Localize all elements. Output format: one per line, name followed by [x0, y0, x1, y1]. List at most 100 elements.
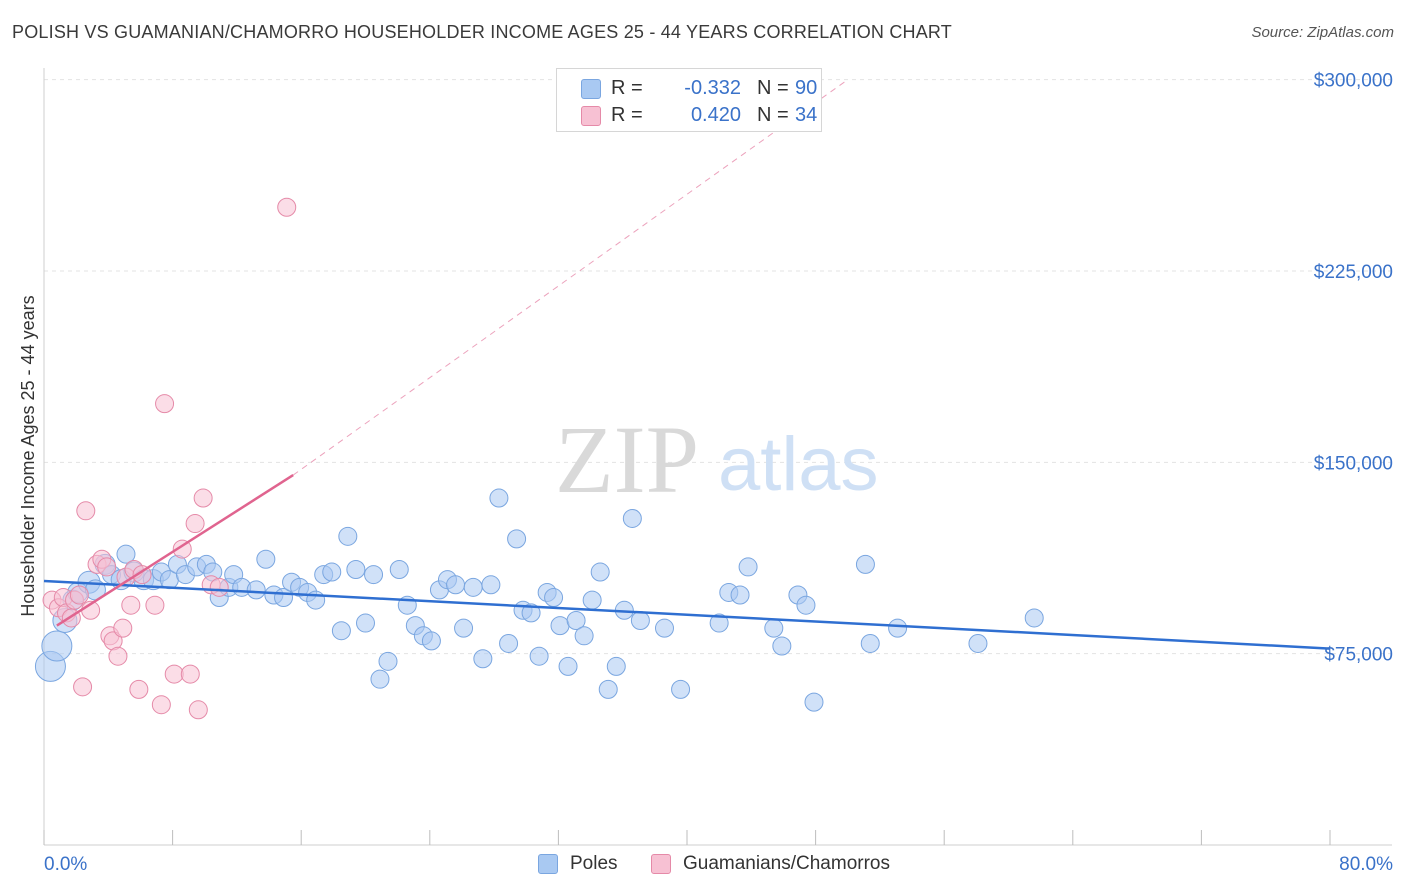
poles-point: [654, 618, 674, 638]
y-tick-label: $300,000: [1314, 71, 1393, 92]
guamanians-point: [76, 501, 96, 521]
guamanians-point: [172, 539, 192, 559]
poles-point: [116, 544, 136, 564]
poles-point: [622, 508, 642, 528]
guamanians-point: [155, 394, 175, 414]
poles-point: [888, 618, 908, 638]
poles-point: [529, 646, 549, 666]
poles-point: [481, 575, 501, 595]
guamanians-point: [209, 577, 229, 597]
guamanians-n-value: 34: [795, 104, 818, 126]
poles-point: [370, 669, 390, 689]
poles-point: [606, 656, 626, 676]
guamanians-point: [73, 677, 93, 697]
guamanians-point: [132, 565, 152, 585]
guamanians-point: [97, 557, 117, 577]
poles-r-value: -0.332: [684, 77, 741, 99]
guamanians-point: [180, 664, 200, 684]
poles-legend-swatch: [538, 854, 558, 874]
guamanians-trend-line: [56, 474, 294, 627]
y-tick-label: $75,000: [1324, 645, 1393, 666]
n-label: N =: [757, 104, 789, 126]
poles-point: [574, 626, 594, 646]
source-label: Source: ZipAtlas.com: [1251, 24, 1394, 41]
guamanians-legend-swatch: [651, 854, 671, 874]
poles-point: [389, 559, 409, 579]
poles-point: [764, 618, 784, 638]
poles-point: [41, 630, 73, 662]
guamanians-point: [113, 618, 133, 638]
poles-point: [364, 565, 384, 585]
poles-point: [421, 631, 441, 651]
x-tick-label: 80.0%: [1339, 854, 1393, 875]
n-label: N =: [757, 77, 789, 99]
poles-point: [582, 590, 602, 610]
chart-title: POLISH VS GUAMANIAN/CHAMORRO HOUSEHOLDER…: [12, 22, 952, 42]
guamanians-point: [69, 585, 89, 605]
poles-point: [346, 559, 366, 579]
poles-point: [860, 633, 880, 653]
y-tick-label: $150,000: [1314, 453, 1393, 474]
poles-point: [598, 679, 618, 699]
poles-point: [804, 692, 824, 712]
poles-point: [446, 575, 466, 595]
watermark: ZIP atlas: [555, 406, 879, 513]
guamanians-point: [129, 679, 149, 699]
r-label: R =: [611, 77, 643, 99]
poles-point: [671, 679, 691, 699]
grid-lines: [44, 79, 1392, 655]
axes: [43, 68, 1392, 846]
poles-point: [566, 611, 586, 631]
poles-point: [1024, 608, 1044, 628]
poles-point: [378, 651, 398, 671]
poles-point: [331, 621, 351, 641]
x-tick-label: 0.0%: [44, 854, 87, 875]
guamanians-point: [151, 695, 171, 715]
guamanians-point: [164, 664, 184, 684]
guamanians-r-value: 0.420: [690, 104, 741, 126]
poles-trend-line: [43, 579, 1331, 650]
data-points: [34, 197, 1044, 720]
guamanians-point: [188, 700, 208, 720]
y-axis-label: Householder Income Ages 25 - 44 years: [18, 295, 38, 616]
poles-point: [855, 554, 875, 574]
y-tick-label: $225,000: [1314, 262, 1393, 283]
poles-point: [550, 616, 570, 636]
poles-point: [521, 603, 541, 623]
poles-point: [454, 618, 474, 638]
poles-point: [772, 636, 792, 656]
guamanians-legend-label: Guamanians/Chamorros: [683, 853, 890, 874]
poles-point: [338, 526, 358, 546]
watermark-zip: ZIP: [555, 406, 699, 513]
watermark-atlas: atlas: [718, 422, 879, 507]
guamanians-point: [108, 646, 128, 666]
poles-n-value: 90: [795, 77, 818, 99]
tick-labels: $300,000 $225,000 $150,000 $75,000 0.0% 80.0%: [44, 71, 1393, 875]
poles-point: [544, 588, 564, 608]
poles-point: [590, 562, 610, 582]
r-label: R =: [611, 104, 643, 126]
poles-point: [730, 585, 750, 605]
poles-swatch: [581, 79, 601, 99]
guamanians-trend-line-extension: [292, 79, 849, 476]
poles-point: [709, 613, 729, 633]
stats-legend: R = -0.332 N = 90 R = 0.420 N = 34: [556, 68, 822, 132]
poles-point: [507, 529, 527, 549]
poles-point: [796, 595, 816, 615]
trend-lines: [43, 79, 1331, 650]
poles-point: [356, 613, 375, 633]
poles-point: [489, 488, 509, 508]
guamanians-point: [185, 514, 205, 534]
poles-point: [558, 656, 578, 676]
guamanians-swatch: [581, 106, 601, 126]
poles-point: [473, 649, 493, 669]
poles-point: [738, 557, 758, 577]
poles-point: [463, 577, 483, 597]
guamanians-point: [121, 595, 141, 615]
poles-point: [322, 562, 342, 582]
poles-legend-label: Poles: [570, 853, 618, 874]
poles-point: [499, 633, 519, 653]
poles-point: [968, 633, 988, 653]
poles-point: [246, 580, 266, 600]
